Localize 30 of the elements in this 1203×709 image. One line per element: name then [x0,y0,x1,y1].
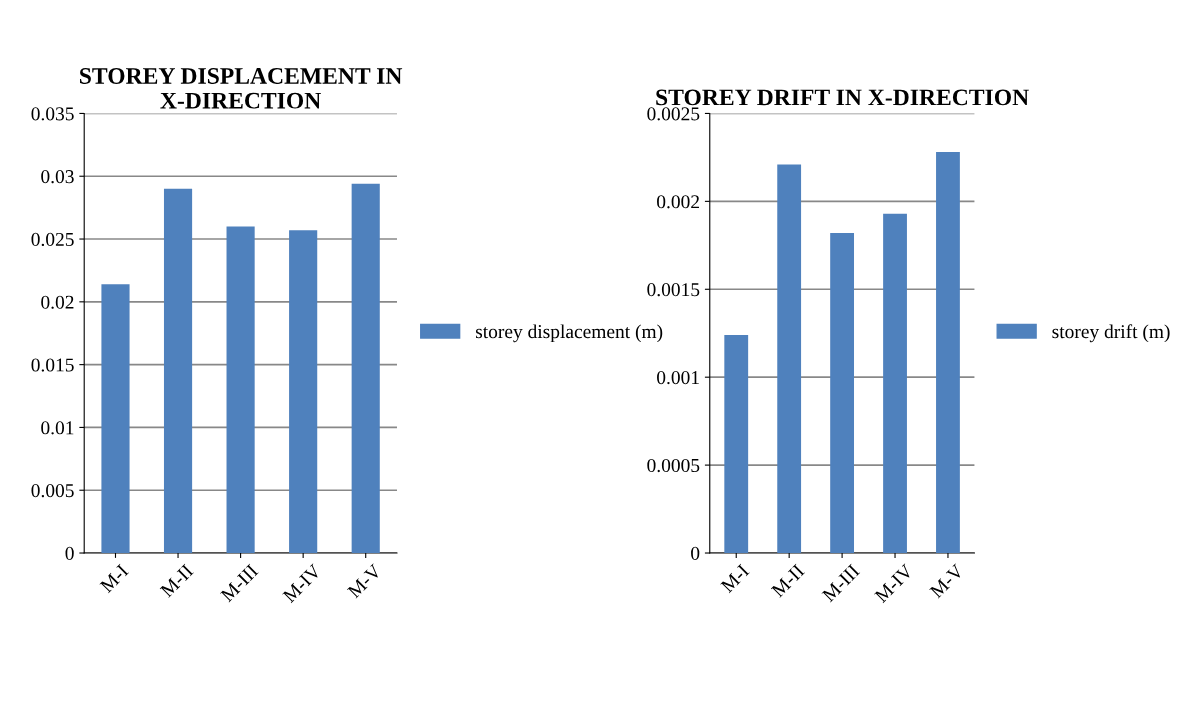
y-tick-label: 0.0015 [647,283,700,297]
bar [724,334,749,554]
y-tick-label: 0.015 [31,358,74,372]
y-tick-label: 0.0025 [647,107,700,121]
y-tick-label: 0 [691,546,700,560]
chart-title: STOREY DISPLACEMENT IN X-DIRECTION [80,68,403,109]
bar [101,284,130,554]
chart-title: STOREY DRIFT IN X-DIRECTION [656,89,1029,106]
y-tick-label: 0 [65,546,74,560]
y-tick-label: 0.035 [31,107,74,121]
x-tick-label: M-I [99,563,129,594]
y-tick-label: 0.01 [41,421,74,435]
bar [289,230,318,554]
bar [777,164,802,554]
y-tick-label: 0.005 [31,484,74,498]
bar [163,188,193,554]
bar [351,183,380,554]
legend-label: storey drift (m) [1052,324,1170,343]
y-tick-label: 0.025 [31,232,74,247]
y-tick-label: 0.002 [657,195,699,209]
y-tick-label: 0.03 [41,170,74,184]
y-tick-label: 0.0005 [647,458,700,473]
legend-label: storey displacement (m) [475,324,663,343]
bar [936,152,960,554]
x-tick-label: M-I [720,563,750,594]
bar [883,213,907,554]
y-tick-label: 0.02 [41,295,74,309]
bar [830,233,855,554]
y-tick-label: 0.001 [657,371,699,385]
bar [226,226,255,554]
